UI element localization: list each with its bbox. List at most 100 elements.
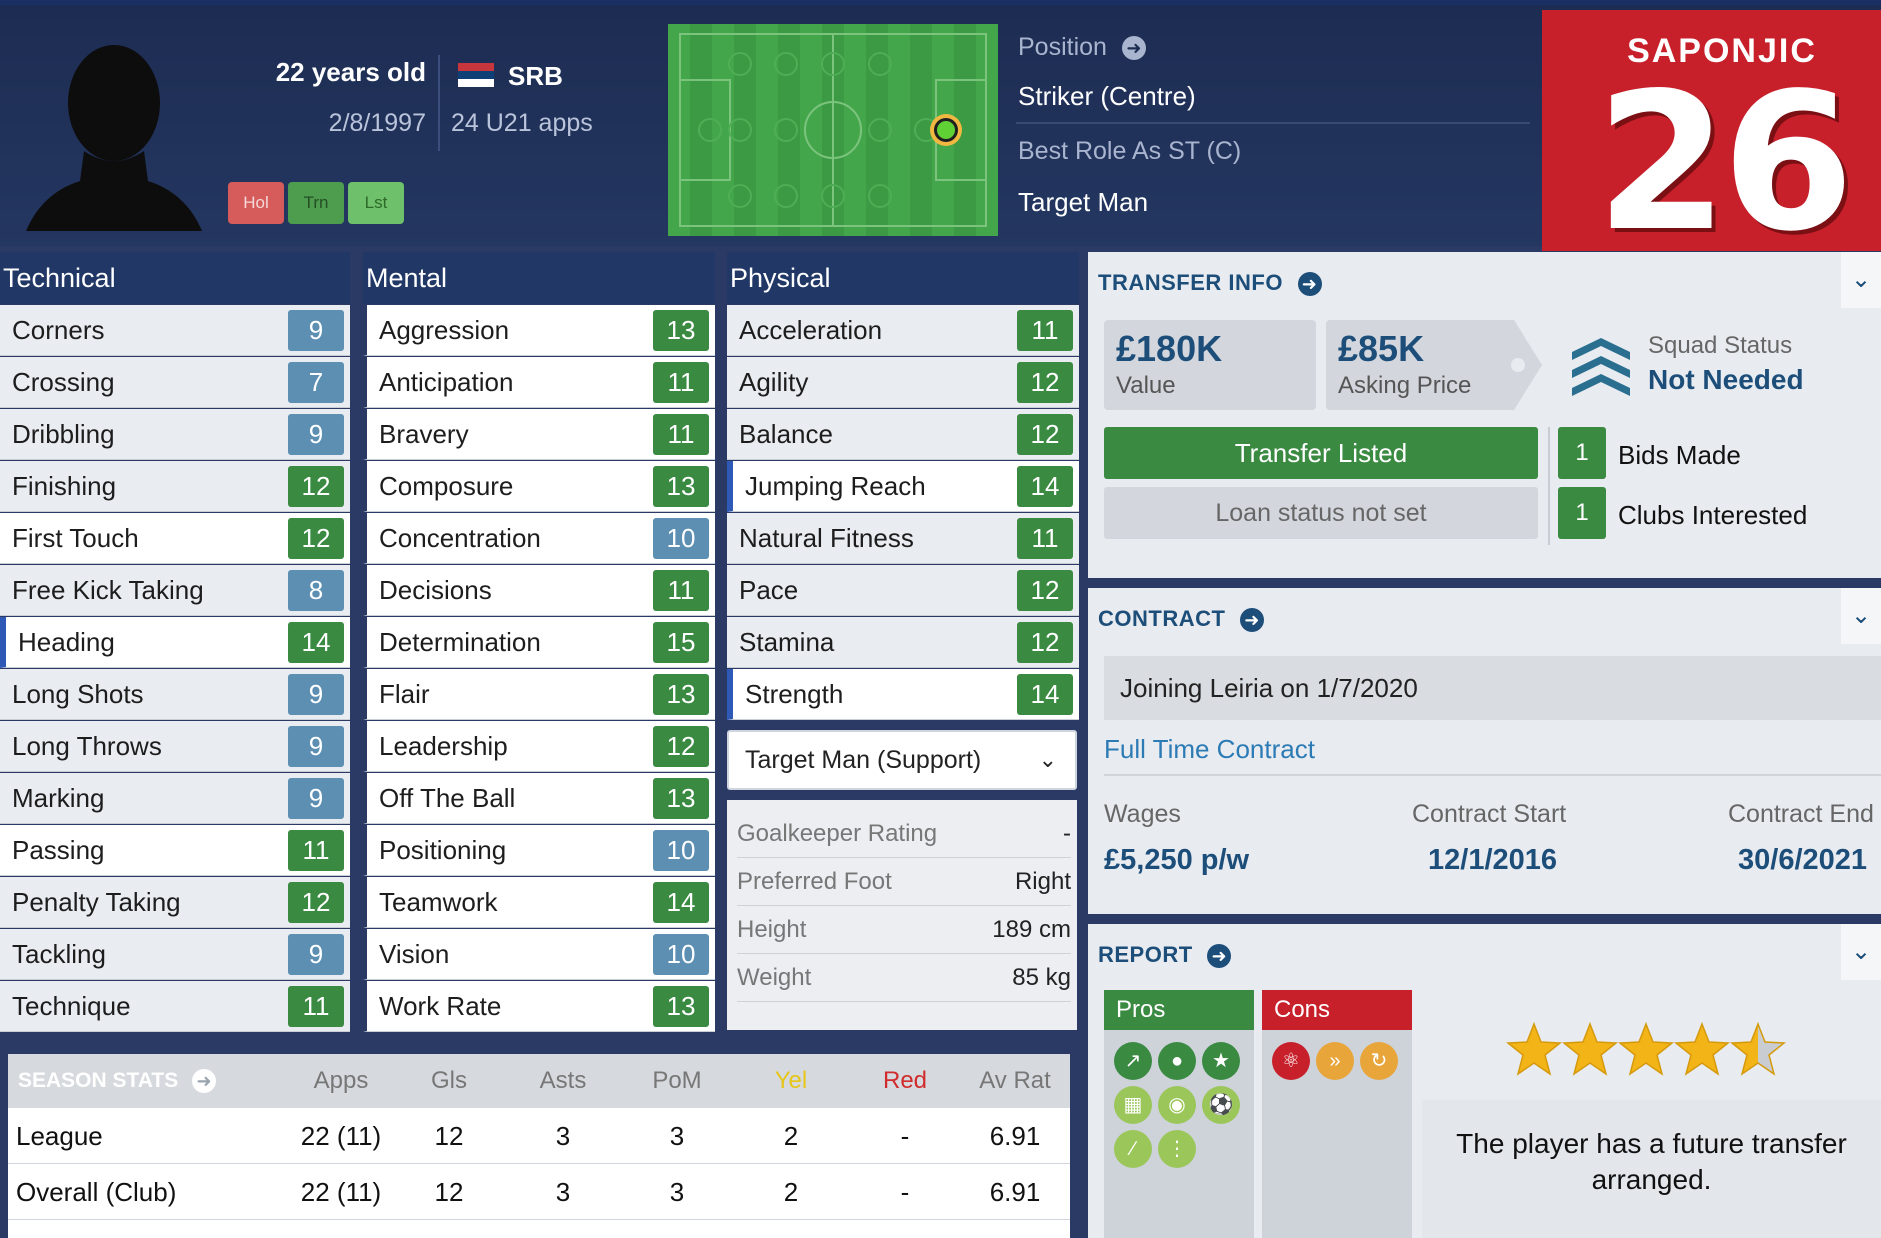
bids-label[interactable]: Bids Made — [1618, 440, 1741, 470]
position-label-text: Position — [1018, 33, 1107, 61]
bio-label: Weight — [737, 964, 812, 991]
report-summary: The player has a future transfer arrange… — [1422, 1100, 1881, 1238]
speech-bubble-icon[interactable]: ● — [1158, 1042, 1196, 1080]
attribute-row[interactable]: Crossing 7 — [0, 357, 350, 408]
attribute-value: 7 — [288, 362, 344, 403]
attribute-row[interactable]: Anticipation 11 — [363, 357, 715, 408]
boot-icon[interactable]: ∕ — [1114, 1130, 1152, 1168]
cons-header: Cons — [1262, 990, 1412, 1030]
attribute-name: Free Kick Taking — [12, 575, 204, 605]
full-star-icon — [1619, 1023, 1673, 1075]
attribute-row[interactable]: Decisions 11 — [363, 565, 715, 616]
arrow-right-icon[interactable]: ➜ — [192, 1069, 217, 1094]
attribute-row[interactable]: Jumping Reach 14 — [727, 461, 1079, 512]
attribute-row[interactable]: Technique 11 — [0, 981, 350, 1032]
col-asts: Asts — [539, 1067, 587, 1094]
squad-status-value[interactable]: Not Needed — [1648, 364, 1804, 395]
star-icon[interactable]: ★ — [1202, 1042, 1240, 1080]
role-select[interactable]: Target Man (Support) ⌄ — [727, 730, 1077, 790]
attribute-value: 11 — [653, 414, 709, 455]
attribute-row[interactable]: Stamina 12 — [727, 617, 1079, 668]
attribute-value: 12 — [1017, 570, 1073, 611]
attribute-name: Vision — [379, 939, 450, 969]
contract-title[interactable]: CONTRACT ➜ — [1098, 606, 1265, 633]
training-button[interactable]: Trn — [288, 182, 344, 224]
attribute-row[interactable]: First Touch 12 — [0, 513, 350, 564]
loan-status-button[interactable]: Loan status not set — [1104, 487, 1538, 539]
header-divider — [438, 55, 440, 151]
attribute-row[interactable]: Long Throws 9 — [0, 721, 350, 772]
attribute-row[interactable]: Acceleration 11 — [727, 305, 1079, 356]
attribute-row[interactable]: Strength 14 — [727, 669, 1079, 720]
attribute-row[interactable]: Tackling 9 — [0, 929, 350, 980]
attribute-row[interactable]: Determination 15 — [363, 617, 715, 668]
attribute-row[interactable]: Penalty Taking 12 — [0, 877, 350, 928]
transfer-listed-button[interactable]: Transfer Listed — [1104, 427, 1538, 479]
attribute-name: Flair — [379, 679, 430, 709]
speed-icon[interactable]: » — [1316, 1042, 1354, 1080]
attribute-row[interactable]: Leadership 12 — [363, 721, 715, 772]
attribute-name: Strength — [745, 679, 844, 709]
attribute-row[interactable]: Vision 10 — [363, 929, 715, 980]
attribute-row[interactable]: Heading 14 — [0, 617, 350, 668]
stamina-icon[interactable]: ↻ — [1360, 1042, 1398, 1080]
pros-box: Pros ↗ ● ★ ▦ ◉ ⚽ ∕ ⋮ — [1104, 990, 1254, 1238]
weight-icon[interactable]: ⚛ — [1272, 1042, 1310, 1080]
attribute-value: 11 — [653, 362, 709, 403]
attribute-row[interactable]: Marking 9 — [0, 773, 350, 824]
attribute-row[interactable]: Finishing 12 — [0, 461, 350, 512]
attribute-row[interactable]: Flair 13 — [363, 669, 715, 720]
transfer-divider — [1548, 427, 1550, 545]
ball-icon[interactable]: ⚽ — [1202, 1086, 1240, 1124]
clubs-label[interactable]: Clubs Interested — [1618, 500, 1808, 530]
attribute-value: 11 — [288, 986, 344, 1027]
attribute-row[interactable]: Free Kick Taking 8 — [0, 565, 350, 616]
player-nation[interactable]: SRB — [508, 61, 563, 91]
season-stats: SEASON STATS ➜ Apps Gls Asts PoM Yel Red… — [8, 1054, 1070, 1238]
pros-header: Pros — [1104, 990, 1254, 1030]
attribute-row[interactable]: Teamwork 14 — [363, 877, 715, 928]
position-pitch[interactable] — [668, 24, 998, 236]
report-title[interactable]: REPORT ➜ — [1098, 942, 1232, 969]
footprints-icon[interactable]: ⋮ — [1158, 1130, 1196, 1168]
transfer-info-title[interactable]: TRANSFER INFO ➜ — [1098, 270, 1322, 297]
pitch-icon[interactable]: ▦ — [1114, 1086, 1152, 1124]
attribute-value: 11 — [288, 830, 344, 871]
arrow-right-icon[interactable]: ➜ — [1207, 944, 1232, 969]
attribute-row[interactable]: Passing 11 — [0, 825, 350, 876]
transfer-list-button[interactable]: Lst — [348, 182, 404, 224]
attribute-row[interactable]: Aggression 13 — [363, 305, 715, 356]
attribute-row[interactable]: Bravery 11 — [363, 409, 715, 460]
chevron-down-icon[interactable]: ⌄ — [1841, 924, 1881, 980]
arrow-right-icon[interactable]: ➜ — [1297, 272, 1322, 297]
season-stats-title[interactable]: SEASON STATS ➜ — [18, 1054, 217, 1108]
attribute-row[interactable]: Natural Fitness 11 — [727, 513, 1079, 564]
position-label[interactable]: Position ➜ — [1018, 33, 1146, 62]
attribute-row[interactable]: Corners 9 — [0, 305, 350, 356]
stats-cell: 12 — [434, 1177, 464, 1207]
attribute-name: Balance — [739, 419, 833, 449]
attribute-row[interactable]: Positioning 10 — [363, 825, 715, 876]
attribute-value: 12 — [1017, 622, 1073, 663]
stats-cell: 2 — [783, 1177, 799, 1207]
asking-price-card[interactable]: £85K Asking Price — [1326, 320, 1542, 410]
stats-cell: 2 — [783, 1121, 799, 1151]
head-icon[interactable]: ◉ — [1158, 1086, 1196, 1124]
attribute-row[interactable]: Balance 12 — [727, 409, 1079, 460]
chevron-down-icon[interactable]: ⌄ — [1841, 588, 1881, 644]
attribute-row[interactable]: Pace 12 — [727, 565, 1079, 616]
attribute-row[interactable]: Concentration 10 — [363, 513, 715, 564]
attribute-row[interactable]: Composure 13 — [363, 461, 715, 512]
attribute-name: First Touch — [12, 523, 139, 553]
holiday-button[interactable]: Hol — [228, 182, 284, 224]
arrow-right-icon[interactable]: ➜ — [1240, 608, 1265, 633]
arrow-right-icon[interactable]: ➜ — [1121, 36, 1146, 61]
attribute-row[interactable]: Agility 12 — [727, 357, 1079, 408]
chevron-down-icon[interactable]: ⌄ — [1841, 252, 1881, 308]
stats-cell: 3 — [669, 1177, 685, 1207]
attribute-row[interactable]: Dribbling 9 — [0, 409, 350, 460]
trending-up-icon[interactable]: ↗ — [1114, 1042, 1152, 1080]
attribute-row[interactable]: Off The Ball 13 — [363, 773, 715, 824]
attribute-row[interactable]: Long Shots 9 — [0, 669, 350, 720]
attribute-row[interactable]: Work Rate 13 — [363, 981, 715, 1032]
